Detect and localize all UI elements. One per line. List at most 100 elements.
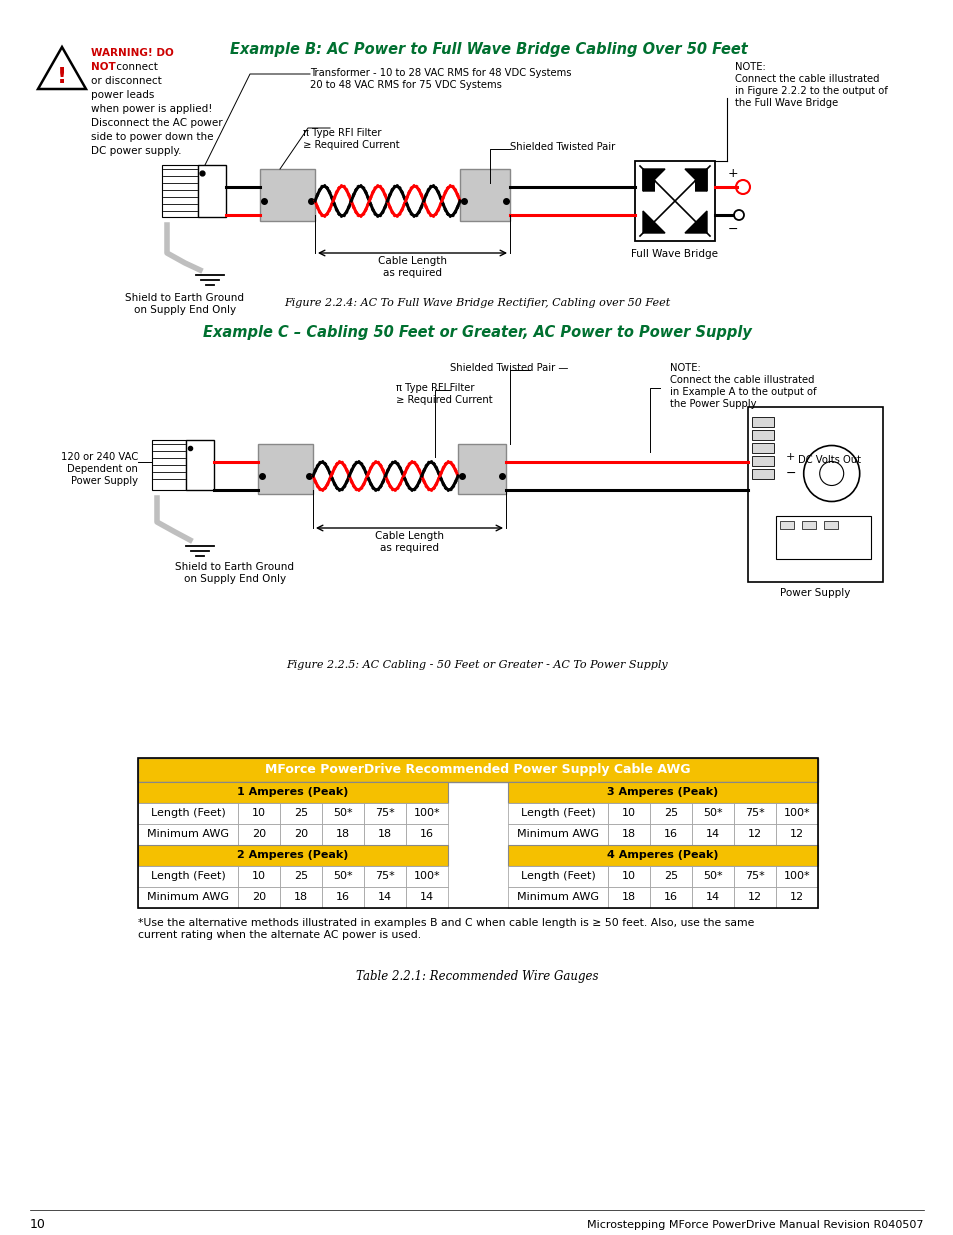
Text: +: + — [727, 167, 738, 179]
Text: in Example A to the output of: in Example A to the output of — [669, 387, 816, 396]
Bar — [138, 782, 448, 803]
Bar — [152, 440, 186, 490]
Bar — [138, 866, 237, 887]
Text: 16: 16 — [663, 893, 678, 903]
Bar — [322, 887, 364, 908]
Bar — [406, 866, 448, 887]
Bar — [649, 887, 691, 908]
Bar — [322, 803, 364, 824]
Polygon shape — [642, 169, 664, 191]
Text: Example B: AC Power to Full Wave Bridge Cabling Over 50 Feet: Example B: AC Power to Full Wave Bridge … — [230, 42, 747, 57]
Text: 12: 12 — [789, 830, 803, 840]
Text: Shielded Twisted Pair: Shielded Twisted Pair — [510, 142, 615, 152]
Bar — [649, 803, 691, 824]
Text: π Type RFI Filter: π Type RFI Filter — [303, 128, 381, 138]
Bar — [691, 866, 733, 887]
Text: −: − — [785, 467, 796, 480]
Text: 16: 16 — [663, 830, 678, 840]
Bar — [607, 803, 649, 824]
Bar — [775, 824, 817, 845]
Text: 1 Amperes (Peak): 1 Amperes (Peak) — [237, 788, 349, 798]
Text: Example C – Cabling 50 Feet or Greater, AC Power to Power Supply: Example C – Cabling 50 Feet or Greater, … — [202, 325, 751, 340]
Text: Length (Feet): Length (Feet) — [151, 872, 225, 882]
Bar — [364, 866, 406, 887]
Text: MForce PowerDrive Recommended Power Supply Cable AWG: MForce PowerDrive Recommended Power Supp… — [265, 763, 690, 777]
Text: 20: 20 — [252, 893, 266, 903]
Text: 2 Amperes (Peak): 2 Amperes (Peak) — [237, 851, 349, 861]
Text: or disconnect: or disconnect — [91, 77, 162, 86]
Bar — [507, 803, 607, 824]
Text: Connect the cable illustrated: Connect the cable illustrated — [669, 375, 814, 385]
Bar — [751, 469, 773, 479]
Text: 14: 14 — [705, 830, 720, 840]
Bar — [649, 824, 691, 845]
Text: Shielded Twisted Pair —: Shielded Twisted Pair — — [450, 363, 568, 373]
Bar — [198, 165, 226, 217]
Bar — [280, 803, 322, 824]
Bar — [775, 887, 817, 908]
Text: 4 Amperes (Peak): 4 Amperes (Peak) — [607, 851, 718, 861]
Text: 10: 10 — [621, 872, 636, 882]
Bar — [406, 803, 448, 824]
Text: Minimum AWG: Minimum AWG — [517, 830, 598, 840]
Text: DC Volts Out: DC Volts Out — [797, 454, 861, 466]
Text: 100*: 100* — [782, 809, 809, 819]
Polygon shape — [642, 211, 664, 233]
Bar — [775, 515, 870, 559]
Text: 18: 18 — [294, 893, 308, 903]
Bar — [635, 161, 714, 241]
Text: 18: 18 — [335, 830, 350, 840]
Bar — [406, 824, 448, 845]
Text: Length (Feet): Length (Feet) — [520, 872, 595, 882]
Text: on Supply End Only: on Supply End Only — [133, 305, 235, 315]
Bar — [507, 824, 607, 845]
Text: NOTE:: NOTE: — [734, 62, 765, 72]
Text: ≥ Required Current: ≥ Required Current — [395, 395, 492, 405]
Bar — [733, 866, 775, 887]
Polygon shape — [684, 211, 706, 233]
Text: !: ! — [57, 67, 67, 86]
Bar — [780, 521, 793, 529]
Bar — [162, 165, 198, 217]
Text: 20 to 48 VAC RMS for 75 VDC Systems: 20 to 48 VAC RMS for 75 VDC Systems — [310, 80, 501, 90]
Bar — [733, 803, 775, 824]
Bar — [138, 887, 237, 908]
Text: Table 2.2.1: Recommended Wire Gauges: Table 2.2.1: Recommended Wire Gauges — [355, 969, 598, 983]
Bar — [733, 887, 775, 908]
Bar — [507, 887, 607, 908]
Text: 50*: 50* — [333, 872, 353, 882]
Text: Power Supply: Power Supply — [780, 588, 850, 598]
Bar — [138, 824, 237, 845]
Text: 16: 16 — [419, 830, 434, 840]
Text: 120 or 240 VAC: 120 or 240 VAC — [61, 452, 138, 462]
Bar — [775, 803, 817, 824]
Text: Shield to Earth Ground: Shield to Earth Ground — [126, 293, 244, 303]
Bar — [138, 803, 237, 824]
Bar — [457, 445, 505, 494]
Bar — [364, 887, 406, 908]
Text: the Power Supply: the Power Supply — [669, 399, 756, 409]
Bar — [237, 824, 280, 845]
Bar — [507, 845, 817, 866]
Bar — [801, 521, 815, 529]
Text: connect: connect — [112, 62, 157, 72]
Bar — [507, 782, 817, 803]
Polygon shape — [684, 169, 706, 191]
Bar — [691, 803, 733, 824]
Text: 14: 14 — [419, 893, 434, 903]
Text: +: + — [785, 452, 795, 462]
Bar — [322, 824, 364, 845]
Bar — [751, 443, 773, 453]
Text: 18: 18 — [621, 893, 636, 903]
Text: −: − — [727, 222, 738, 236]
Text: Full Wave Bridge: Full Wave Bridge — [631, 249, 718, 259]
Bar — [280, 824, 322, 845]
Text: 75*: 75* — [375, 872, 395, 882]
Bar — [406, 887, 448, 908]
Bar — [751, 417, 773, 427]
Bar — [607, 824, 649, 845]
Bar — [691, 887, 733, 908]
Text: 100*: 100* — [414, 809, 440, 819]
Text: Cable Length: Cable Length — [375, 531, 443, 541]
Bar — [607, 866, 649, 887]
